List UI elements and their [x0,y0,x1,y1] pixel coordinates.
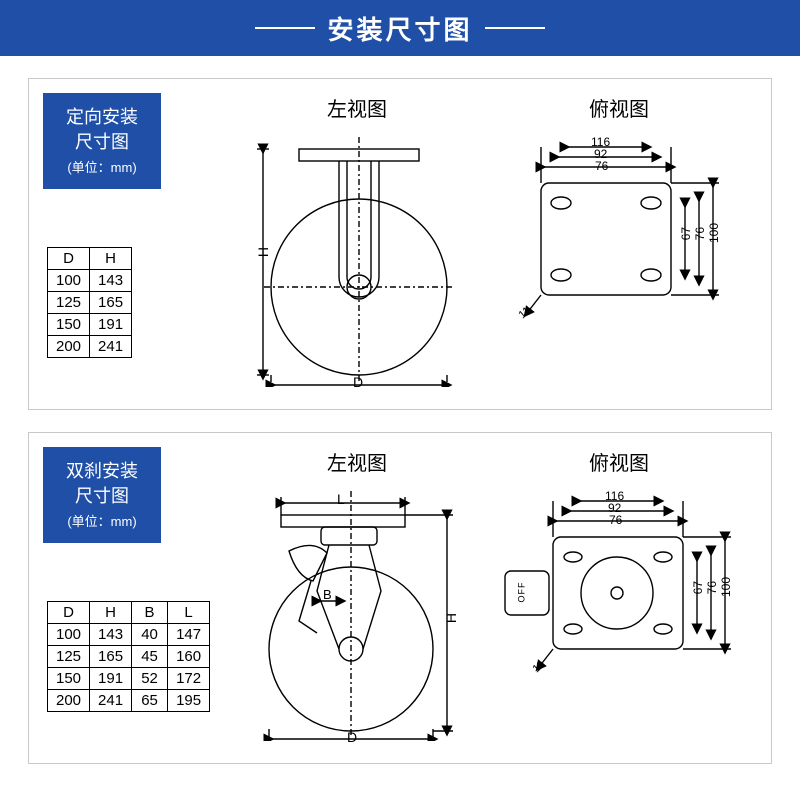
table-header: L [168,602,210,624]
section-label: 定向安装 尺寸图 (单位：mm) [43,93,161,189]
table-cell: 125 [48,646,90,668]
table-cell: 52 [132,668,168,690]
table-header: D [48,248,90,270]
dim-h1: 67 [691,581,705,594]
top-view-title: 俯视图 [589,93,649,122]
table-cell: 191 [90,314,132,336]
left-view-title: 左视图 [327,93,387,122]
section-label-line2: 尺寸图 [75,130,129,155]
table-cell: 125 [48,292,90,314]
table-cell: 40 [132,624,168,646]
table-cell: 165 [90,292,132,314]
dim-w3: 76 [609,513,622,527]
section-label-unit: (单位：mm) [67,159,136,177]
section-label-line1: 双刹安装 [66,459,138,484]
table-cell: 160 [168,646,210,668]
table-cell: 45 [132,646,168,668]
page-title: 安装尺寸图 [327,10,472,47]
dim-h3: 100 [719,577,733,597]
table-cell: 191 [90,668,132,690]
table-cell: 100 [48,624,90,646]
table-header: B [132,602,168,624]
table-header: H [90,602,132,624]
section-label-line1: 定向安装 [66,105,138,130]
dim-h2: 76 [693,227,707,240]
top-view-title: 俯视图 [589,447,649,476]
dim-h-label: H [255,247,271,257]
left-view-title: 左视图 [327,447,387,476]
section-fixed: 定向安装 尺寸图 (单位：mm) DH 100143 125165 150191… [28,78,772,410]
left-view-diagram [229,481,469,741]
dim-l-label: L [337,491,345,507]
dimension-table: D H B L 10014340147 12516545160 15019152… [47,601,210,712]
table-cell: 150 [48,314,90,336]
table-cell: 143 [90,624,132,646]
dim-w3: 76 [595,159,608,173]
decorative-line [255,27,315,29]
table-header: H [90,248,132,270]
table-header: D [48,602,90,624]
dim-d-label: D [353,374,363,390]
dim-h3: 100 [707,223,721,243]
off-label: OFF [517,582,527,603]
decorative-line [485,27,545,29]
dim-b-label: B [323,587,332,602]
section-label-unit: (单位：mm) [67,513,136,531]
table-cell: 172 [168,668,210,690]
dim-h1: 67 [679,227,693,240]
table-cell: 200 [48,690,90,712]
section-label-line2: 尺寸图 [75,484,129,509]
table-cell: 150 [48,668,90,690]
table-cell: 143 [90,270,132,292]
table-cell: 165 [90,646,132,668]
dim-h-label: H [443,613,459,623]
table-cell: 147 [168,624,210,646]
section-label: 双刹安装 尺寸图 (单位：mm) [43,447,161,543]
table-cell: 241 [90,690,132,712]
dim-d-label: D [347,729,357,745]
table-cell: 195 [168,690,210,712]
table-cell: 200 [48,336,90,358]
dim-h2: 76 [705,581,719,594]
table-cell: 100 [48,270,90,292]
title-bar: 安装尺寸图 [0,0,800,56]
section-brake: 双刹安装 尺寸图 (单位：mm) D H B L 10014340147 125… [28,432,772,764]
table-cell: 241 [90,336,132,358]
table-cell: 65 [132,690,168,712]
dimension-table: DH 100143 125165 150191 200241 [47,247,132,358]
